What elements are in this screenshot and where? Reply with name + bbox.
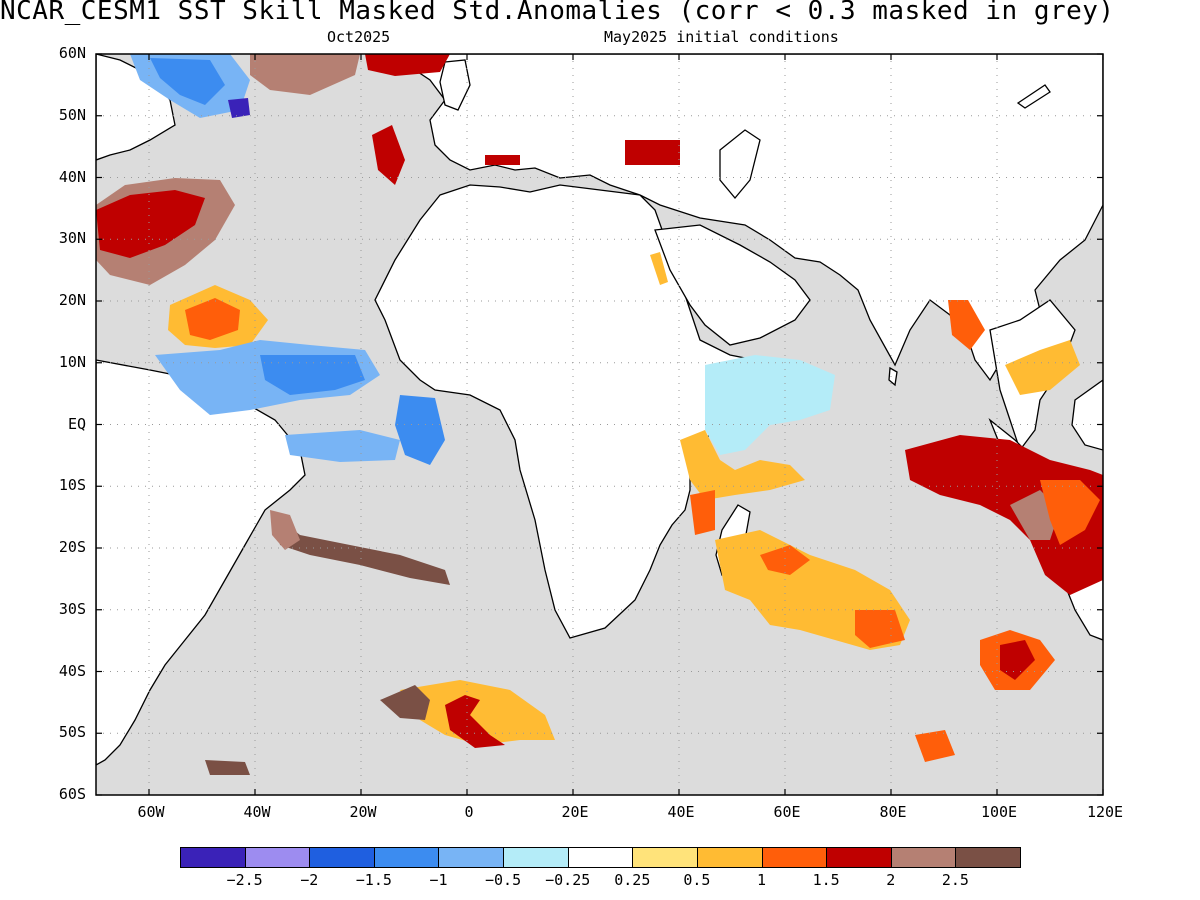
colorbar-swatch — [890, 847, 957, 868]
colorbar-swatch — [244, 847, 311, 868]
colorbar-label: −2 — [300, 871, 319, 889]
sri-lanka-land — [888, 366, 898, 387]
colorbar-swatch — [567, 847, 634, 868]
colorbar-swatch — [438, 847, 505, 868]
subpolar-cool-core — [150, 58, 225, 105]
colorbar-label: −0.5 — [485, 871, 522, 889]
lat-label: 20N — [58, 291, 86, 309]
gulf-stream-core — [96, 190, 205, 258]
lat-label: 50N — [58, 105, 86, 124]
eastern-indian-orange — [1040, 480, 1100, 545]
lon-label: 20W — [349, 803, 377, 821]
lat-label: EQ — [67, 414, 86, 433]
mozambique-warm — [690, 490, 715, 535]
colorbar-label: −0.25 — [545, 871, 591, 889]
colorbar-label: 2.5 — [941, 871, 969, 889]
sakhalin-land — [719, 129, 761, 200]
colorbar-swatch — [696, 847, 763, 868]
southern-atlantic-warm — [400, 680, 555, 745]
lat-label: 10N — [58, 352, 86, 371]
axis-ticks — [96, 53, 1104, 796]
colorbar-swatch — [373, 847, 440, 868]
south-china-sea-warm — [1005, 340, 1080, 395]
arabian-peninsula-land — [654, 224, 811, 346]
lat-label: 20S — [58, 538, 86, 556]
eastern-indian-warm — [905, 435, 1103, 595]
tropical-atlantic-cool-core — [260, 355, 365, 395]
colorbar-label: 0.25 — [614, 871, 651, 889]
lon-label: 60W — [137, 803, 165, 821]
colorbar-label: 1 — [757, 871, 767, 889]
africa-land — [374, 184, 756, 639]
colorbar-label: −1 — [429, 871, 448, 889]
north-sea-warm — [365, 54, 450, 76]
colorbar-swatch — [826, 847, 892, 868]
lat-label: 40N — [58, 167, 86, 186]
north-atlantic-mixed — [250, 54, 360, 95]
lon-label: 20E — [561, 803, 589, 821]
colorbar-swatch — [503, 847, 569, 868]
lon-label: 0 — [464, 803, 474, 821]
southern-atlantic-south — [205, 760, 250, 775]
southern-ocean-indian — [915, 730, 955, 762]
british-isles-land — [439, 59, 471, 111]
colorbar-swatch — [632, 847, 698, 868]
lat-label: 30N — [58, 229, 86, 248]
land-masses — [96, 54, 1103, 766]
western-indian-cool — [705, 355, 835, 455]
lat-label: 30S — [58, 599, 86, 618]
south-atlantic-band-edge — [270, 510, 300, 550]
lon-label: 100E — [980, 803, 1018, 821]
colorbar-swatch — [761, 847, 828, 868]
tropical-north-atlantic-core — [185, 298, 240, 340]
mediterranean-warm — [485, 155, 520, 165]
lon-label: 40W — [243, 803, 271, 821]
north-america-land — [96, 54, 176, 161]
lon-label: 60E — [773, 803, 801, 821]
colorbar-swatch — [955, 847, 1021, 868]
somali-coast-warm — [680, 430, 805, 500]
borneo-land — [1071, 379, 1103, 451]
chart-title: NCAR_CESM1 SST Skill Masked Std.Anomalie… — [0, 0, 1115, 26]
colorbar-label: 2 — [886, 871, 896, 889]
south-of-australia-core — [1000, 640, 1035, 680]
lat-label: 50S — [58, 723, 86, 742]
lat-label: 60S — [58, 785, 86, 803]
lon-label: 120E — [1086, 803, 1124, 821]
initial-conditions: May2025 initial conditions — [604, 28, 839, 46]
black-sea-warm — [625, 140, 680, 165]
colorbar-label: −2.5 — [226, 871, 263, 889]
japan-land — [1016, 84, 1051, 109]
southern-indian-core — [855, 610, 905, 648]
north-atlantic-warm — [372, 125, 405, 185]
anomaly-patches — [96, 54, 1103, 775]
lon-label: 80E — [879, 803, 907, 821]
lat-label: 40S — [58, 661, 86, 680]
lat-label: 60N — [58, 44, 86, 62]
colorbar-swatch — [180, 847, 246, 868]
lon-label: 40E — [667, 803, 695, 821]
colorbar-label: −1.5 — [355, 871, 392, 889]
southern-indian-orange — [760, 545, 810, 575]
equatorial-atlantic-cool — [285, 430, 400, 462]
south-atlantic-band — [275, 515, 450, 585]
colorbar-label: 1.5 — [812, 871, 840, 889]
colorbar-label: 0.5 — [683, 871, 711, 889]
lat-label: 10S — [58, 476, 86, 495]
forecast-month: Oct2025 — [327, 28, 391, 46]
southern-atlantic-arc — [445, 695, 505, 748]
southern-atlantic-brown — [380, 685, 430, 720]
gulf-of-guinea-cool — [395, 395, 445, 465]
bay-of-bengal-warm — [948, 300, 985, 350]
map-plot-area — [96, 54, 1103, 795]
colorbar-swatch — [309, 847, 375, 868]
red-sea-warm — [650, 252, 668, 285]
subpolar-strong-cool — [228, 98, 250, 118]
